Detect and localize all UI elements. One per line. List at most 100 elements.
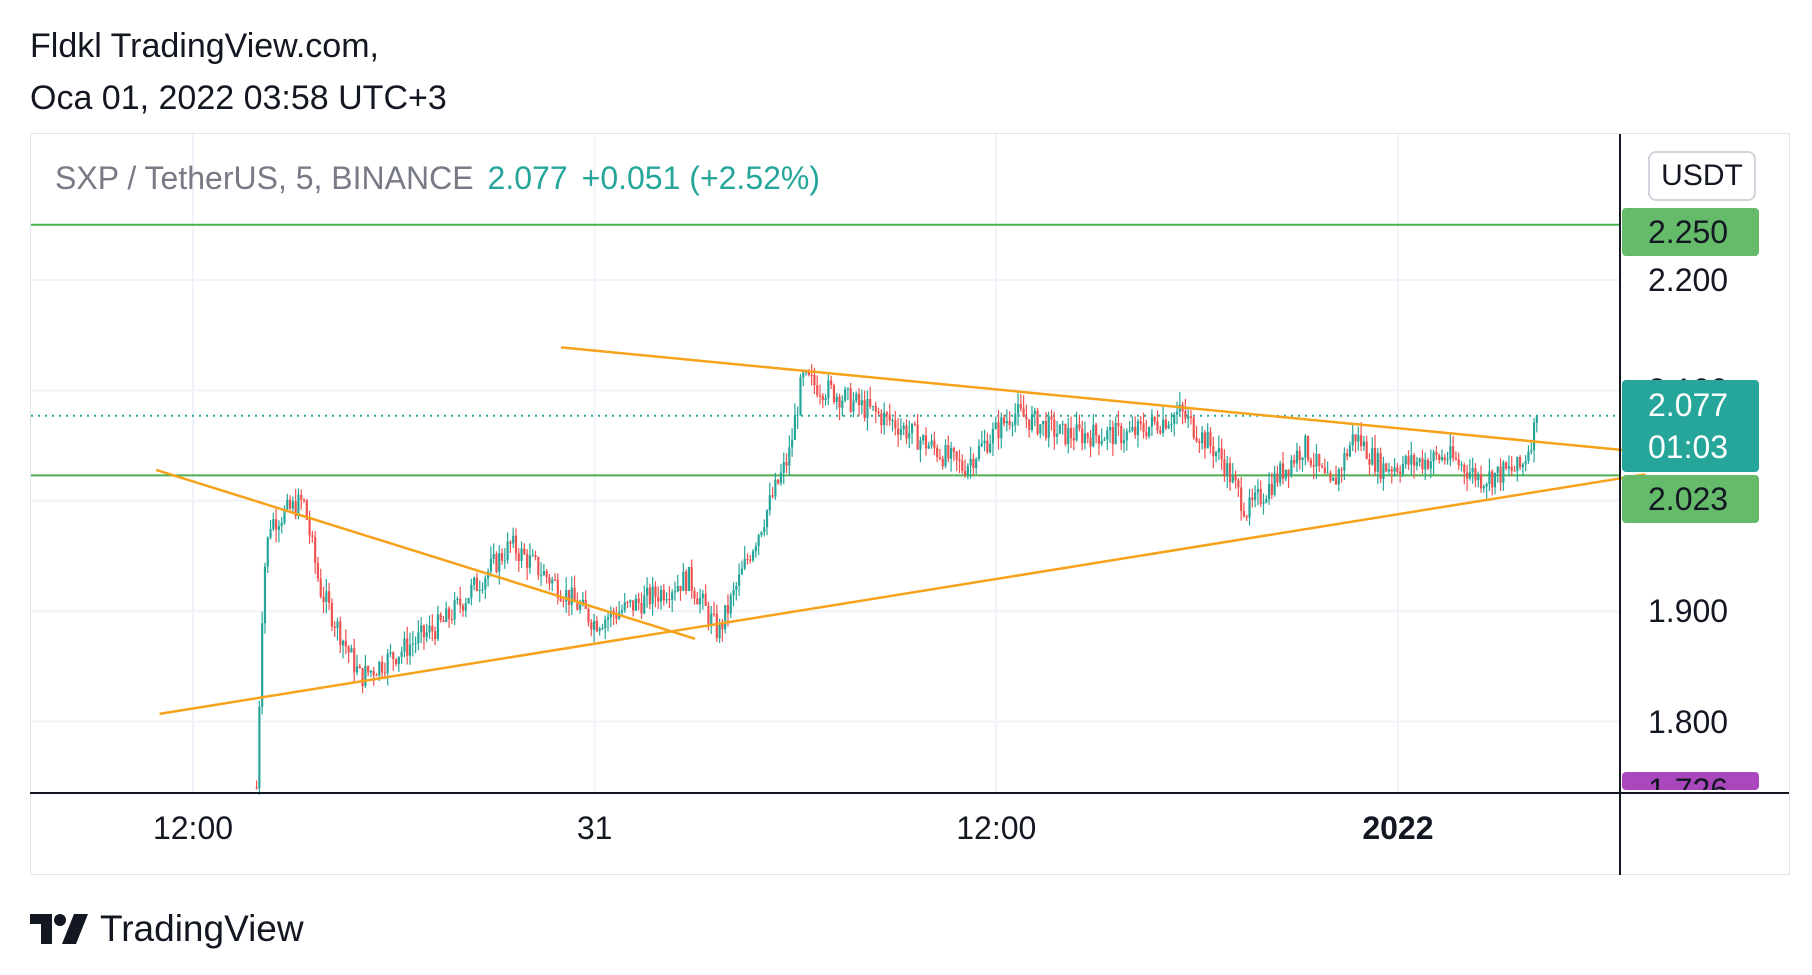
candle-body-down <box>832 385 836 403</box>
candle-body-up <box>503 560 506 562</box>
candle-body-down <box>576 600 579 610</box>
tradingview-brand[interactable]: TradingView <box>30 908 304 950</box>
candle-body-up <box>341 640 345 646</box>
currency-button[interactable]: USDT <box>1648 151 1756 201</box>
candle-body-up <box>1485 483 1488 487</box>
candle-body-up <box>975 459 978 468</box>
candle-body-up <box>1075 424 1078 441</box>
candle-body-up <box>1187 416 1190 419</box>
candle-body-down <box>288 499 292 509</box>
price-tick-label: 1.900 <box>1648 593 1729 630</box>
price-tick-label: 2.200 <box>1648 262 1729 298</box>
candle-body-down <box>712 613 716 615</box>
trendline <box>159 473 1646 716</box>
candle-body-up <box>520 548 523 561</box>
candle-body-down <box>863 400 866 418</box>
candle-body-up <box>765 510 769 528</box>
candle-body-up <box>718 623 721 639</box>
horizontal-levels <box>31 223 1619 477</box>
candle-body-up <box>629 600 632 603</box>
candle-body-down <box>1228 463 1232 483</box>
candle-body-down <box>1044 420 1048 438</box>
candle-body-up <box>701 593 704 598</box>
candle-body-up <box>1357 434 1360 442</box>
candle-body-up <box>1315 453 1318 467</box>
candle-body-up <box>272 519 275 529</box>
candle-body-up <box>782 462 785 473</box>
candle-body-down <box>894 420 897 429</box>
chart-frame <box>30 133 1790 875</box>
candle-body-down <box>947 445 950 459</box>
candle-body-up <box>542 571 545 576</box>
candle-body-down <box>319 578 322 597</box>
candle-body-up <box>506 541 509 561</box>
candle-body-up <box>788 447 791 466</box>
time-tick-label: 12:00 <box>956 810 1037 846</box>
candle-body-up <box>291 501 294 509</box>
candle-body-up <box>473 577 476 585</box>
candle-body-up <box>743 559 746 569</box>
candle-body-down <box>500 553 504 561</box>
candle-body-up <box>1226 463 1229 477</box>
candle-body-down <box>372 670 375 676</box>
candle-body-up <box>261 623 264 707</box>
candle-body-down <box>322 596 325 603</box>
candle-body-up <box>1217 448 1220 453</box>
candle-body-down <box>1139 421 1142 424</box>
candle-body-down <box>885 412 889 415</box>
candle-body-up <box>852 400 855 412</box>
candle-body-up <box>1042 420 1045 425</box>
candle-body-up <box>1516 456 1519 471</box>
candle-body-down <box>807 370 810 375</box>
candle-body-down <box>1120 425 1123 444</box>
last-price-value: 2.077 <box>1648 387 1729 423</box>
candle-body-up <box>927 445 930 449</box>
candle-body-up <box>1502 462 1505 483</box>
candle-body-down <box>459 598 462 606</box>
candle-body-up <box>757 535 760 547</box>
candle-body-down <box>1407 456 1410 465</box>
candle-body-up <box>1521 464 1524 468</box>
candle-body-up <box>1482 486 1485 489</box>
candle-body-up <box>1256 488 1260 493</box>
candle-body-down <box>1212 446 1215 457</box>
candle-body-up <box>799 377 802 415</box>
candle-body-down <box>818 395 822 397</box>
candle-body-up <box>824 398 827 400</box>
symbol-legend[interactable]: SXP / TetherUS, 5, BINANCE 2.077 +0.051 (+… <box>55 160 820 197</box>
candle-body-up <box>1201 432 1204 443</box>
trendlines[interactable] <box>155 346 1646 716</box>
candle-body-up <box>1175 411 1179 415</box>
candle-body-up <box>1254 492 1257 500</box>
candle-body-up <box>386 653 389 674</box>
candle-body-up <box>930 440 933 446</box>
candle-body-up <box>512 535 515 544</box>
candle-body-down <box>1251 497 1254 500</box>
candle-body-up <box>802 372 805 378</box>
candle-body-up <box>1039 424 1042 434</box>
candle-body-down <box>726 605 730 614</box>
candle-body-down <box>1209 432 1212 447</box>
candle-body-down <box>1072 438 1075 441</box>
candle-body-up <box>1404 456 1407 465</box>
candle-body-down <box>383 672 386 674</box>
trendline <box>561 346 1646 454</box>
candle-body-up <box>673 591 677 593</box>
candle-body-up <box>606 617 610 620</box>
candle-body-up <box>1532 422 1536 451</box>
candle-body-down <box>587 608 590 623</box>
candle-body-down <box>1189 416 1193 418</box>
candle-body-down <box>330 602 334 627</box>
candle-body-up <box>325 591 328 603</box>
candle-body-up <box>860 400 863 406</box>
candle-body-up <box>1410 454 1413 465</box>
candle-body-down <box>333 626 336 628</box>
candle-body-down <box>877 411 880 414</box>
candle-body-down <box>1117 422 1120 426</box>
candle-body-up <box>400 651 403 657</box>
candle-body-down <box>1184 411 1187 419</box>
candle-body-down <box>668 599 671 601</box>
candle-body-up <box>1371 447 1374 465</box>
candle-body-down <box>1412 454 1416 466</box>
